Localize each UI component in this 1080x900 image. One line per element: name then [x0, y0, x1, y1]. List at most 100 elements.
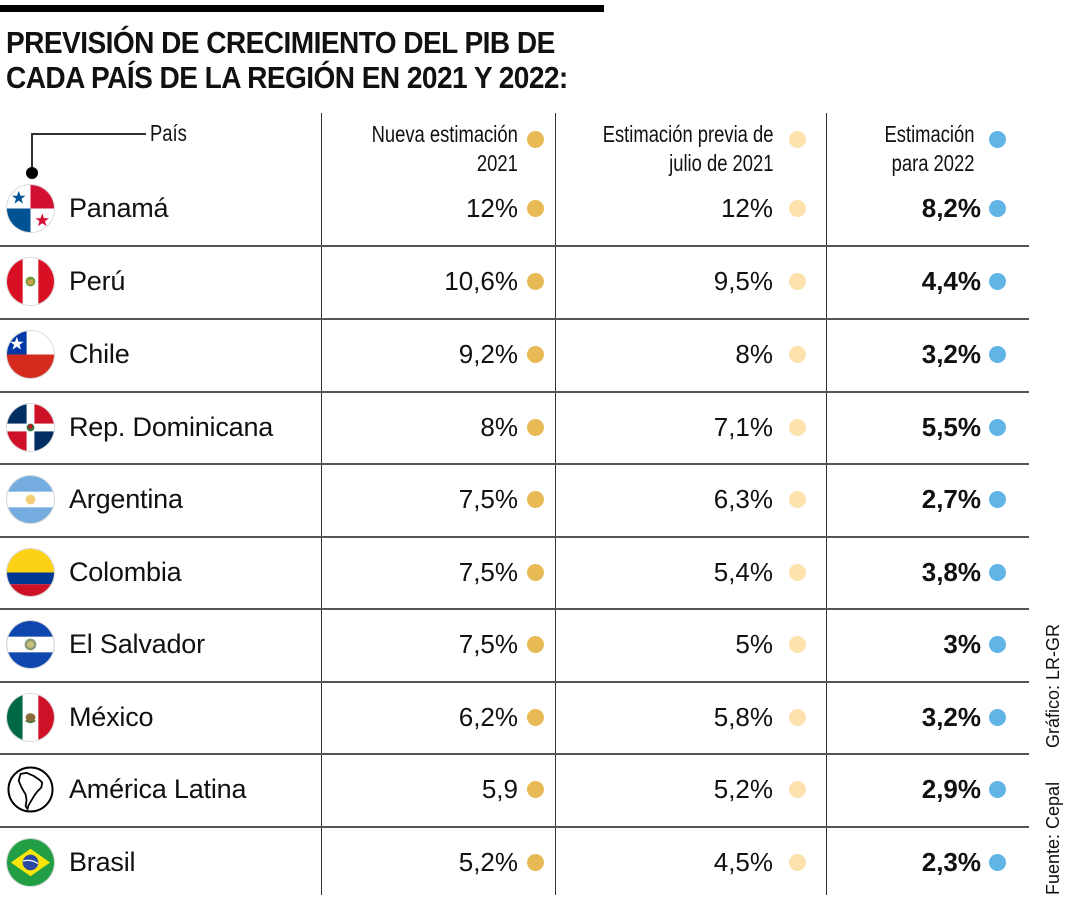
country-name: El Salvador	[69, 629, 205, 659]
table-row: Panamá 12% 12% 8,2%	[0, 173, 1030, 245]
new-2021-value: 5,2%	[458, 847, 518, 877]
mexico-flag-icon	[7, 694, 54, 741]
new-2021-value: 7,5%	[458, 484, 518, 514]
est-2022-value: 2,7%	[921, 484, 981, 514]
country-leader-line-vertical	[31, 133, 33, 173]
top-rule	[0, 5, 604, 12]
header-line: Estimación	[884, 121, 974, 147]
table-row: Rep. Dominicana 8% 7,1% 5,5%	[0, 392, 1030, 464]
col-new-2021-legend-dot	[527, 131, 544, 148]
country-name: Panamá	[69, 193, 169, 223]
est-2022-dot	[989, 854, 1006, 871]
new-2021-dot	[527, 346, 544, 363]
country-leader-dot	[26, 167, 38, 179]
country-name: Brasil	[69, 847, 136, 877]
country-name: Colombia	[69, 557, 182, 587]
new-2021-value: 9,2%	[458, 339, 518, 369]
source-credit: Fuente: Cepal	[1043, 781, 1063, 895]
prev-jul-2021-value: 12%	[720, 193, 773, 223]
row-divider	[0, 536, 1029, 538]
row-divider	[0, 245, 1029, 247]
new-2021-value: 5,9	[481, 774, 518, 804]
new-2021-value: 10,6%	[444, 266, 518, 296]
new-2021-dot	[527, 636, 544, 653]
prev-jul-2021-value: 5,2%	[713, 774, 773, 804]
new-2021-dot	[527, 564, 544, 581]
est-2022-value: 3,2%	[921, 702, 981, 732]
est-2022-value: 4,4%	[921, 266, 981, 296]
est-2022-dot	[989, 709, 1006, 726]
new-2021-dot	[527, 781, 544, 798]
col-est-2022-header: Estimación para 2022	[884, 120, 974, 178]
table-row: América Latina 5,9 5,2% 2,9%	[0, 754, 1030, 826]
est-2022-dot	[989, 273, 1006, 290]
graphic-credit: Gráfico: LR-GR	[1043, 623, 1063, 748]
row-divider	[0, 608, 1029, 610]
prev-jul-2021-value: 5,4%	[713, 557, 773, 587]
prev-jul-2021-dot	[789, 781, 806, 798]
col-prev-jul-2021-header: Estimación previa de julio de 2021	[602, 120, 773, 178]
est-2022-value: 2,9%	[921, 774, 981, 804]
est-2022-dot	[989, 564, 1006, 581]
est-2022-dot	[989, 781, 1006, 798]
prev-jul-2021-value: 5%	[735, 629, 773, 659]
title-line-1: PREVISIÓN DE CRECIMIENTO DEL PIB DE	[6, 26, 555, 60]
new-2021-value: 6,2%	[458, 702, 518, 732]
row-divider	[0, 753, 1029, 755]
row-divider	[0, 826, 1029, 828]
prev-jul-2021-dot	[789, 273, 806, 290]
brazil-flag-icon	[7, 839, 54, 886]
header-line: julio de 2021	[668, 150, 773, 176]
new-2021-dot	[527, 419, 544, 436]
new-2021-dot	[527, 854, 544, 871]
prev-jul-2021-dot	[789, 564, 806, 581]
prev-jul-2021-value: 7,1%	[713, 412, 773, 442]
dominican-republic-flag-icon	[7, 404, 54, 451]
est-2022-value: 2,3%	[921, 847, 981, 877]
header-line: 2021	[477, 150, 518, 176]
new-2021-dot	[527, 491, 544, 508]
table-row: Chile 9,2% 8% 3,2%	[0, 319, 1030, 391]
est-2022-value: 3,8%	[921, 557, 981, 587]
header-line: Nueva estimación	[371, 121, 518, 147]
peru-flag-icon	[7, 258, 54, 305]
header-line: Estimación previa de	[602, 121, 773, 147]
row-divider	[0, 681, 1029, 683]
est-2022-value: 3,2%	[921, 339, 981, 369]
country-column-header: País	[150, 120, 187, 146]
table-row: Colombia 7,5% 5,4% 3,8%	[0, 537, 1030, 609]
colombia-flag-icon	[7, 549, 54, 596]
panama-flag-icon	[7, 185, 54, 232]
country-name: Perú	[69, 266, 126, 296]
prev-jul-2021-value: 4,5%	[713, 847, 773, 877]
new-2021-dot	[527, 200, 544, 217]
est-2022-dot	[989, 636, 1006, 653]
col-prev-jul-2021-legend-dot	[789, 131, 806, 148]
prev-jul-2021-dot	[789, 491, 806, 508]
column-divider	[555, 113, 556, 895]
prev-jul-2021-dot	[789, 709, 806, 726]
prev-jul-2021-value: 5,8%	[713, 702, 773, 732]
column-divider	[321, 113, 322, 895]
country-name: Chile	[69, 339, 130, 369]
country-name: Rep. Dominicana	[69, 412, 274, 442]
table-row: El Salvador 7,5% 5% 3%	[0, 609, 1030, 681]
new-2021-dot	[527, 709, 544, 726]
country-name: México	[69, 702, 154, 732]
table-row: Argentina 7,5% 6,3% 2,7%	[0, 464, 1030, 536]
row-divider	[0, 463, 1029, 465]
column-divider	[826, 113, 827, 895]
country-name: Argentina	[69, 484, 183, 514]
header-line: para 2022	[891, 150, 974, 176]
prev-jul-2021-dot	[789, 636, 806, 653]
row-divider	[0, 318, 1029, 320]
prev-jul-2021-dot	[789, 419, 806, 436]
chile-flag-icon	[7, 331, 54, 378]
est-2022-dot	[989, 491, 1006, 508]
prev-jul-2021-value: 8%	[735, 339, 773, 369]
south-america-map-icon	[7, 766, 54, 813]
row-divider	[0, 391, 1029, 393]
prev-jul-2021-value: 6,3%	[713, 484, 773, 514]
est-2022-value: 5,5%	[921, 412, 981, 442]
new-2021-value: 7,5%	[458, 557, 518, 587]
